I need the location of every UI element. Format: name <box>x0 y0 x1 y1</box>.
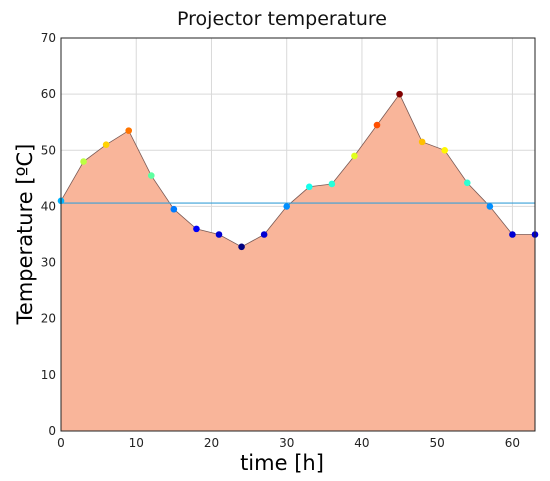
data-point <box>283 203 291 210</box>
data-point <box>328 180 336 188</box>
data-point <box>260 231 268 238</box>
x-tick-label: 40 <box>354 436 369 450</box>
x-tick-label: 60 <box>505 436 520 450</box>
plot-frame <box>60 37 536 432</box>
points-layer <box>57 90 539 251</box>
data-point <box>463 179 471 187</box>
data-point <box>147 172 155 179</box>
data-point <box>396 90 403 98</box>
y-tick-label: 10 <box>41 368 56 382</box>
temperature-area <box>61 94 535 432</box>
data-point <box>373 121 381 129</box>
data-point <box>418 138 426 146</box>
data-point <box>441 146 449 154</box>
y-tick-label: 40 <box>41 199 56 213</box>
data-point <box>486 203 494 210</box>
x-tick-label: 0 <box>57 436 65 450</box>
y-tick-label: 30 <box>41 256 56 270</box>
data-point <box>193 225 200 233</box>
y-tick-label: 0 <box>48 424 56 438</box>
data-point <box>170 205 178 213</box>
x-axis-label: time [h] <box>240 451 324 475</box>
y-tick-labels: 0 10 20 30 40 50 60 70 <box>41 31 56 438</box>
y-tick-label: 50 <box>41 143 56 157</box>
data-point <box>215 231 223 238</box>
y-tick-label: 60 <box>41 87 56 101</box>
data-point <box>102 141 110 148</box>
x-tick-label: 20 <box>204 436 219 450</box>
data-point <box>351 152 358 160</box>
chart-title: Projector temperature <box>177 8 387 30</box>
data-point <box>80 158 87 165</box>
y-tick-label: 20 <box>41 312 56 326</box>
data-point <box>509 231 516 238</box>
data-point <box>125 127 133 134</box>
y-axis-label: Temperature [ºC] <box>13 144 37 326</box>
x-tick-labels: 0 10 20 30 40 50 60 <box>57 436 520 450</box>
x-tick-label: 30 <box>279 436 294 450</box>
temperature-line <box>60 93 535 248</box>
data-point <box>305 183 313 191</box>
data-point <box>238 243 245 251</box>
y-tick-label: 70 <box>41 31 56 45</box>
x-tick-label: 50 <box>430 436 445 450</box>
x-tick-label: 10 <box>129 436 144 450</box>
area-layer <box>60 93 535 432</box>
